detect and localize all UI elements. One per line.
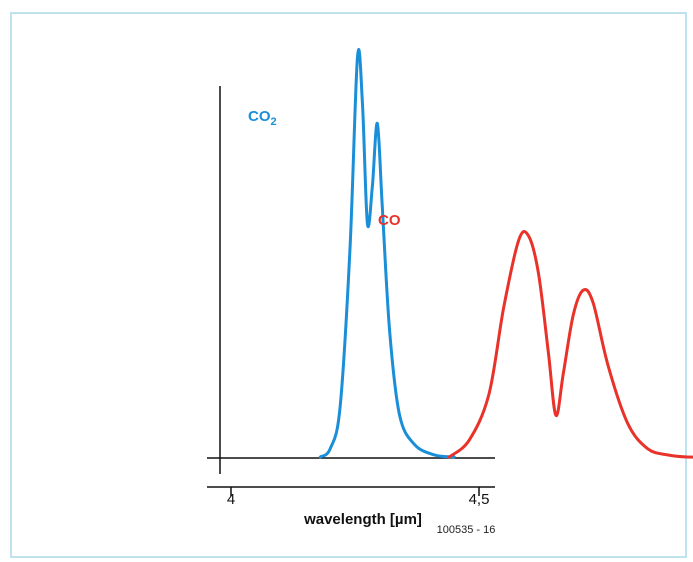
axes <box>207 86 495 488</box>
x-tick-label: 4,5 <box>469 491 490 508</box>
x-axis-label: wavelength [µm] <box>303 511 422 528</box>
series-labels: CO2 CO <box>248 108 401 229</box>
series-line-co <box>447 230 693 459</box>
figure-reference: 100535 - 16 <box>437 524 496 536</box>
series-label-co: CO <box>378 212 401 229</box>
series-label-co2: CO2 <box>248 108 277 128</box>
x-tick-label: 4 <box>227 491 235 508</box>
series-line-co2 <box>318 47 456 459</box>
x-ticks: 44,55 <box>227 487 490 508</box>
series-curves <box>318 47 693 459</box>
